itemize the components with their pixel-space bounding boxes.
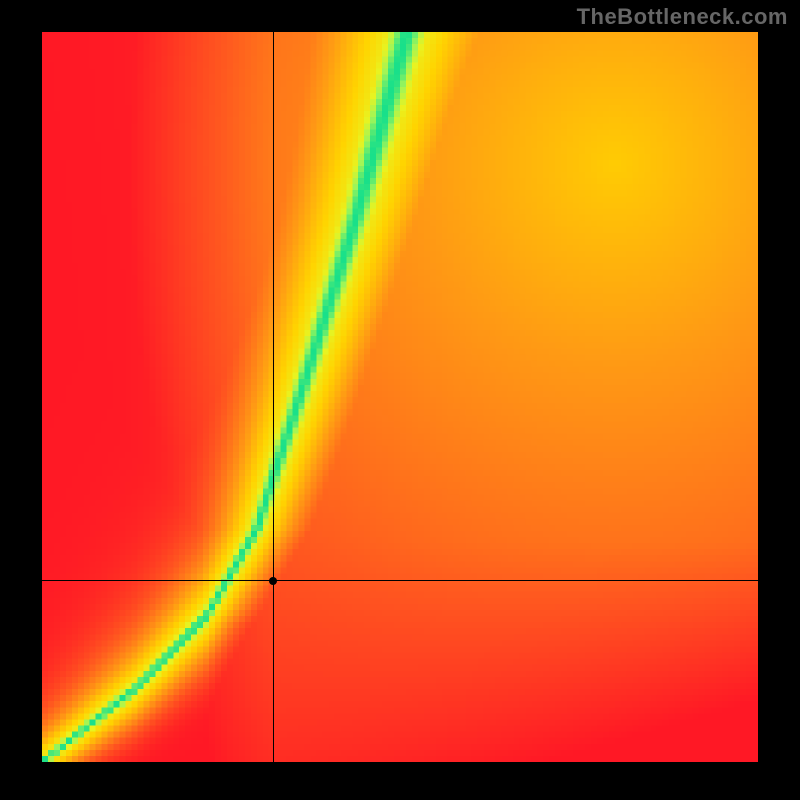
watermark-text: TheBottleneck.com [577, 4, 788, 30]
crosshair-marker [269, 577, 277, 585]
crosshair-vertical [273, 32, 274, 762]
crosshair-horizontal [42, 580, 758, 581]
heatmap-plot-area [42, 32, 758, 762]
heatmap-canvas [42, 32, 758, 762]
